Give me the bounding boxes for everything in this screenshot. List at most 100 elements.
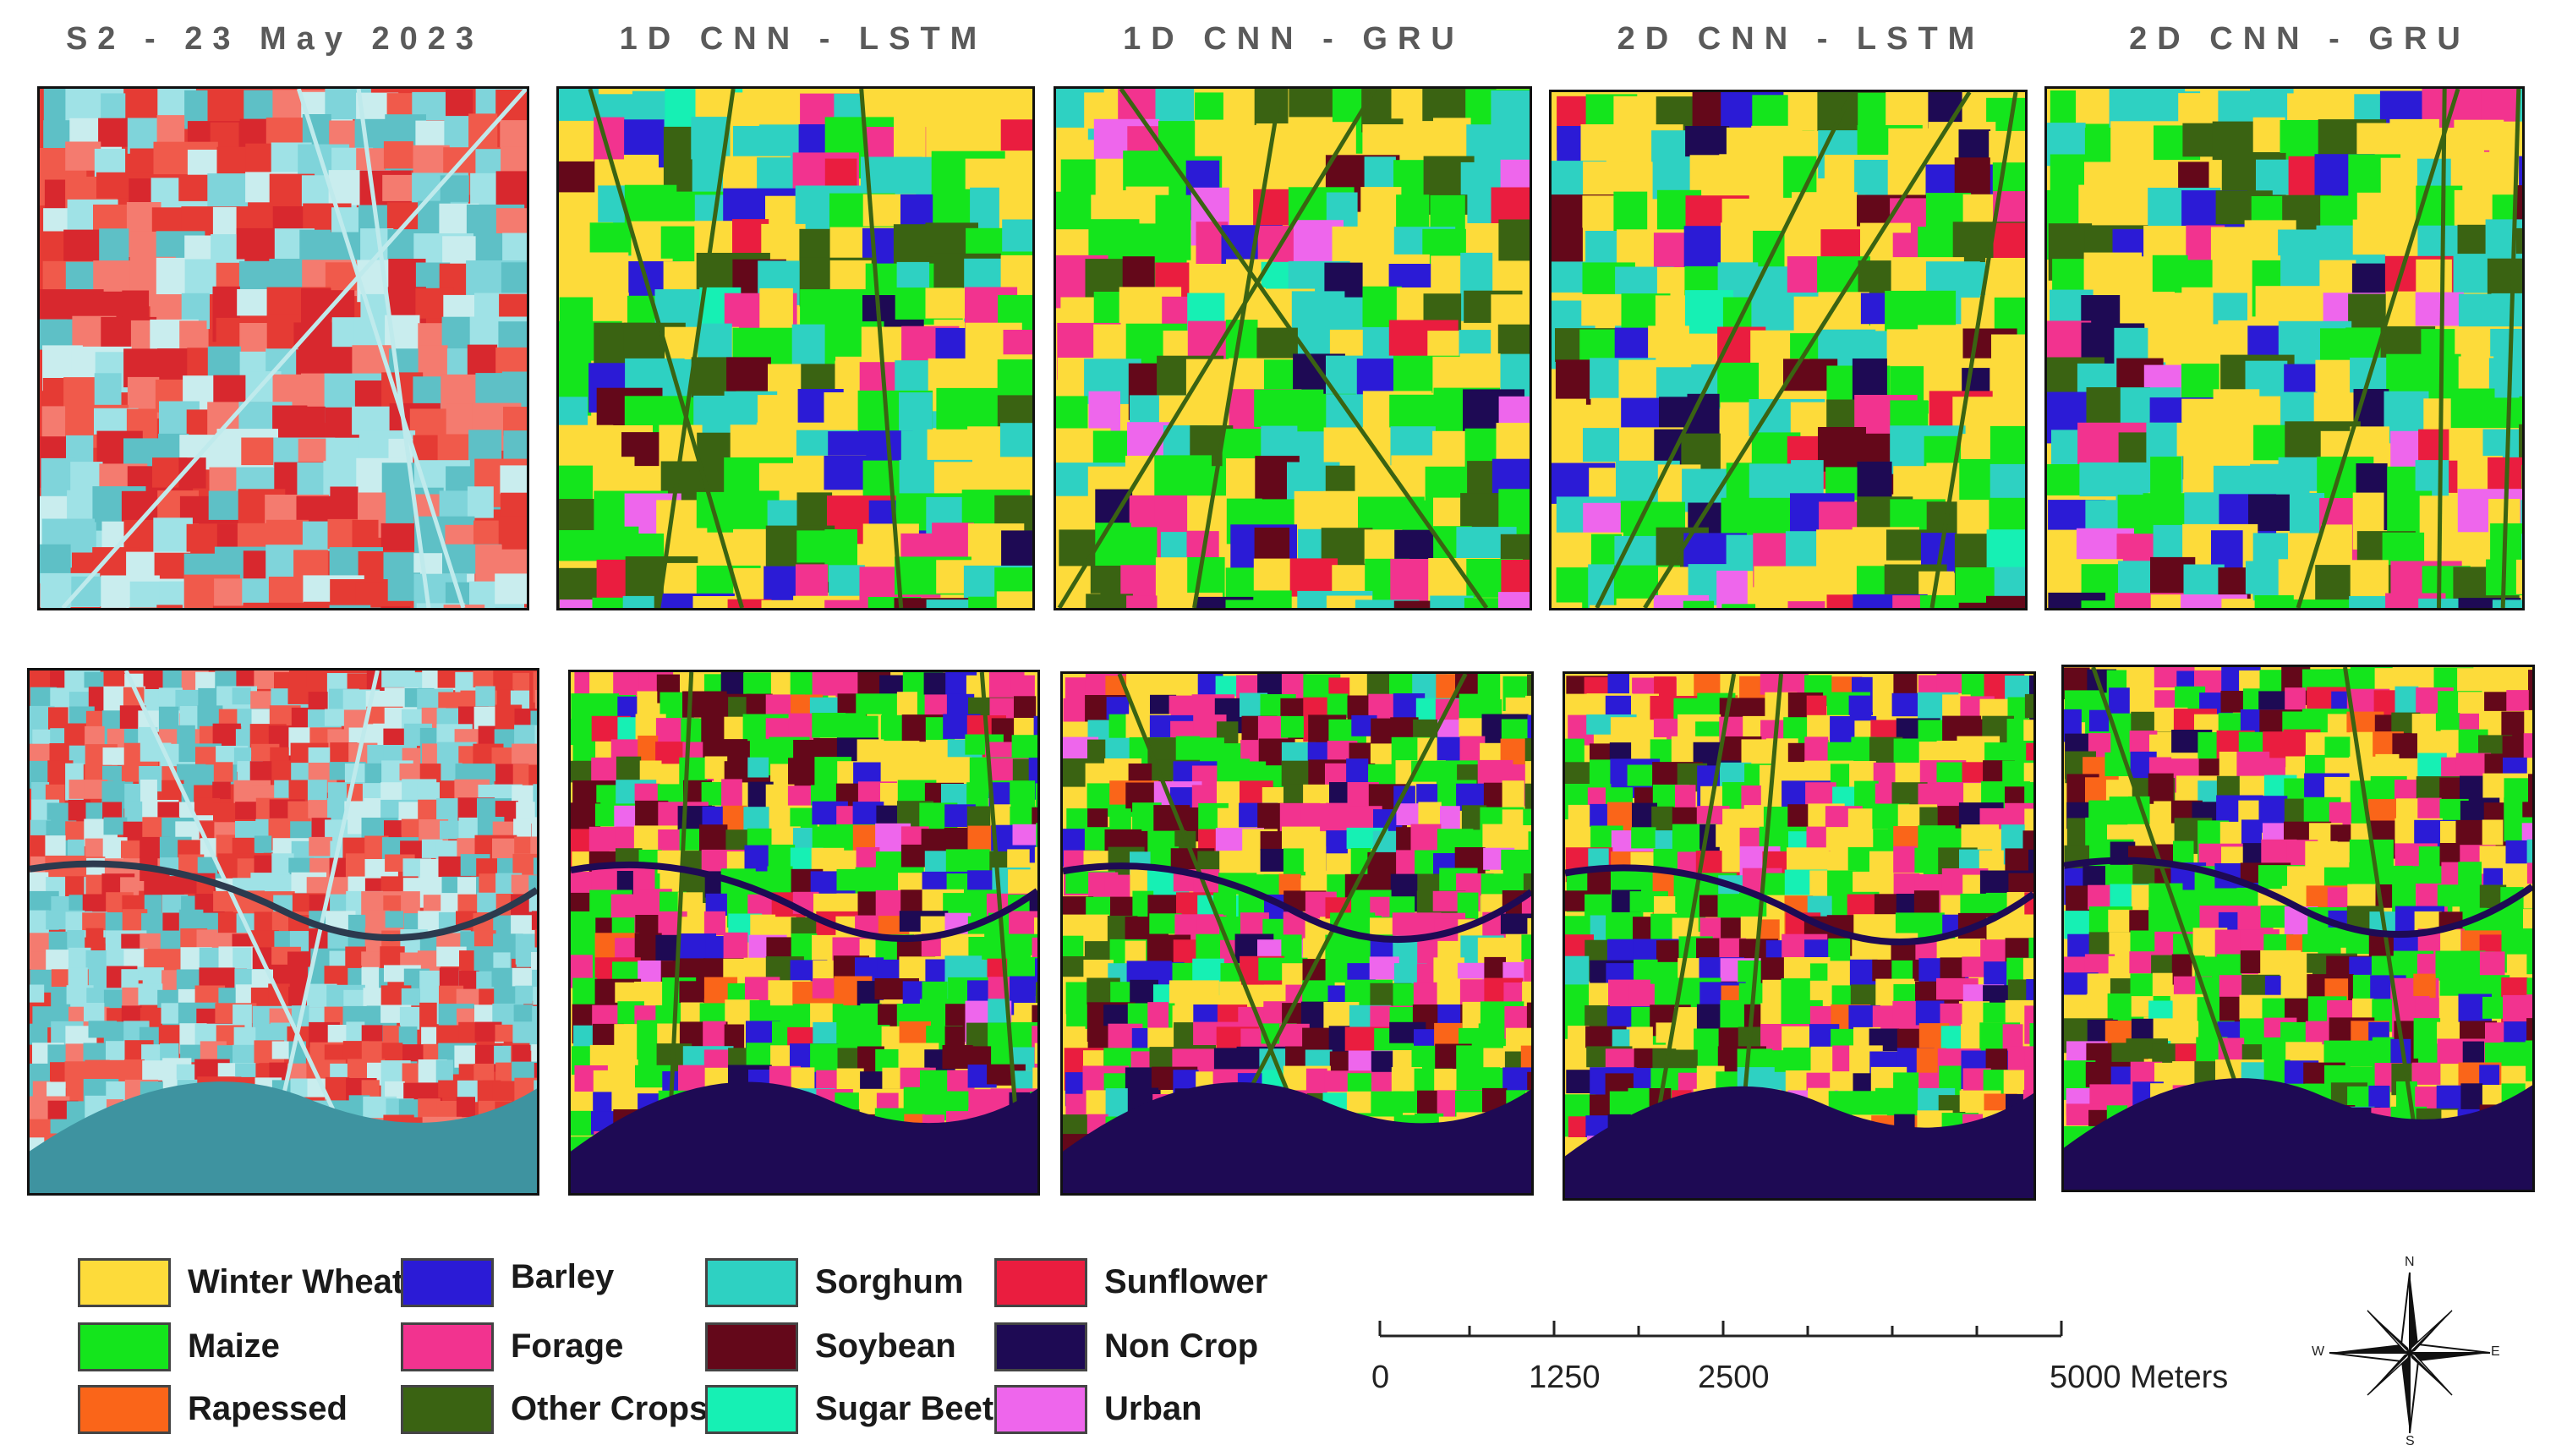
legend-label: Soybean xyxy=(815,1327,956,1365)
classified-field xyxy=(1283,848,1305,879)
field-patch xyxy=(500,465,527,495)
classified-field xyxy=(2491,293,2522,331)
classified-field xyxy=(1086,594,1133,608)
legend-label: Forage xyxy=(511,1327,624,1365)
classified-field xyxy=(1063,956,1086,977)
field-patch xyxy=(534,801,537,831)
map-2d-cnn-gru-top xyxy=(2044,86,2525,610)
field-patch xyxy=(515,985,533,1004)
map-2d-cnn-lstm-bottom xyxy=(1563,671,2036,1201)
classified-field xyxy=(2148,773,2174,804)
field-patch xyxy=(269,1062,287,1081)
classified-field xyxy=(1497,592,1530,608)
field-patch xyxy=(156,115,185,145)
classified-field xyxy=(2024,808,2033,852)
classified-field xyxy=(1501,849,1531,870)
classified-field xyxy=(2528,670,2532,697)
classified-field xyxy=(2254,595,2294,608)
legend-label: Winter Wheat xyxy=(188,1263,404,1300)
classified-field xyxy=(1028,758,1037,800)
road-line xyxy=(1119,89,1489,608)
field-patch xyxy=(417,782,441,801)
classified-field xyxy=(1672,917,1699,939)
field-patch xyxy=(439,967,459,988)
field-patch xyxy=(531,817,537,850)
field-patch xyxy=(531,952,537,978)
field-patch xyxy=(212,781,231,800)
classified-field xyxy=(1524,738,1531,778)
classified-field xyxy=(2024,693,2033,719)
field-patch xyxy=(474,764,502,782)
classified-field xyxy=(1253,590,1292,608)
classified-field xyxy=(1986,595,2025,608)
field-patch xyxy=(399,1006,423,1030)
field-patch xyxy=(289,931,315,951)
classified-field xyxy=(704,756,728,779)
classified-field xyxy=(1783,1047,1814,1074)
legend-swatch xyxy=(401,1258,494,1307)
classified-field xyxy=(1528,831,1531,864)
field-patch xyxy=(309,836,333,857)
field-patch xyxy=(30,984,45,1003)
field-patch xyxy=(180,1044,201,1063)
legend-swatch xyxy=(705,1258,798,1307)
field-patch xyxy=(123,950,149,967)
field-patch xyxy=(65,821,88,840)
field-patch xyxy=(361,1025,383,1046)
classified-field xyxy=(1654,676,1677,697)
classified-field xyxy=(1410,824,1442,851)
field-patch xyxy=(416,603,466,608)
classified-field xyxy=(2221,599,2253,608)
classified-field xyxy=(727,599,772,608)
field-patch xyxy=(418,345,448,380)
classified-field xyxy=(1891,960,1913,983)
classified-field xyxy=(1716,570,1748,608)
road-line xyxy=(1929,92,2018,608)
classified-field xyxy=(2528,774,2532,804)
classified-field xyxy=(993,89,1026,123)
field-patch xyxy=(534,690,537,713)
classified-field xyxy=(1396,803,1419,825)
legend-label: Urban xyxy=(1104,1390,1202,1427)
classified-field xyxy=(1828,938,1851,966)
classified-field xyxy=(1396,194,1430,228)
road-line xyxy=(356,89,431,608)
classified-field xyxy=(2026,742,2033,776)
classified-field xyxy=(2523,884,2532,920)
classified-field xyxy=(1787,601,1825,608)
classified-field xyxy=(2526,839,2532,883)
field-patch xyxy=(159,581,187,608)
map-1d-cnn-lstm-bottom xyxy=(568,670,1040,1196)
classified-field xyxy=(1527,674,1531,712)
map-2d-cnn-gru-bottom-svg xyxy=(2064,667,2532,1190)
classified-field xyxy=(767,866,793,887)
field-patch xyxy=(475,686,495,707)
road-line xyxy=(1595,92,1855,608)
field-patch xyxy=(237,289,271,316)
classified-field xyxy=(1035,958,1037,991)
column-title-s2: S2 - 23 May 2023 xyxy=(65,21,484,57)
river xyxy=(571,1081,1037,1193)
road-line xyxy=(656,89,736,608)
classified-field xyxy=(2211,530,2243,571)
classified-field xyxy=(2027,875,2033,909)
field-patch xyxy=(156,605,183,608)
classified-field xyxy=(1500,913,1531,934)
field-patch xyxy=(124,1059,145,1081)
classified-field xyxy=(2023,720,2033,750)
classified-field xyxy=(1063,1026,1086,1051)
classified-field xyxy=(2252,117,2285,152)
field-patch xyxy=(473,671,494,687)
classified-field xyxy=(703,911,725,936)
classified-field xyxy=(1915,1000,1945,1026)
classified-field xyxy=(1552,602,1583,608)
legend-swatch xyxy=(994,1385,1087,1434)
field-patch xyxy=(495,573,527,605)
classified-field xyxy=(1521,934,1531,961)
classified-field xyxy=(2346,1041,2368,1062)
field-patch xyxy=(380,606,411,608)
field-patch xyxy=(41,606,71,608)
road-line xyxy=(2343,667,2427,1190)
scale-bar: 0 1250 2500 5000 Meters xyxy=(1371,1311,2228,1420)
classified-field xyxy=(723,932,748,961)
